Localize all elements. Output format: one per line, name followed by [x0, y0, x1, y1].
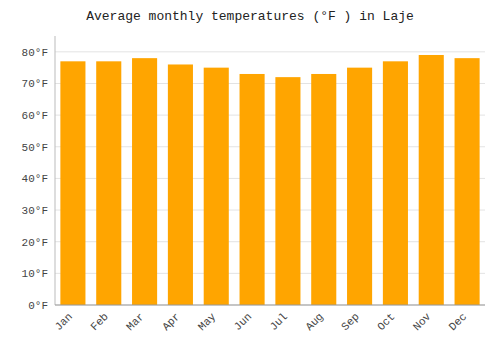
y-tick-label: 50°F — [22, 142, 48, 154]
bar — [347, 68, 372, 305]
y-tick-label: 10°F — [22, 268, 48, 280]
y-tick-label: 70°F — [22, 78, 48, 90]
grid-line — [55, 305, 485, 306]
bar — [132, 58, 157, 305]
bar — [419, 55, 444, 305]
x-tick-label: Feb — [88, 311, 110, 333]
x-tick-label: Jan — [53, 311, 75, 333]
y-tick-label: 60°F — [22, 110, 48, 122]
chart: Average monthly temperatures (°F ) in La… — [0, 0, 500, 350]
grid-line — [55, 51, 485, 52]
bar — [60, 61, 85, 305]
bar — [96, 61, 121, 305]
x-tick-label: Oct — [375, 311, 397, 333]
bars — [60, 55, 479, 305]
x-tick-label: Jun — [232, 311, 254, 333]
bar — [383, 61, 408, 305]
bar — [455, 58, 480, 305]
y-axis-line — [55, 36, 56, 305]
bar — [240, 74, 265, 305]
x-axis: Jan Feb Mar Apr May Jun Jul Aug Sep Oct Nov Dec — [53, 310, 470, 333]
y-tick-label: 0°F — [28, 300, 48, 312]
y-tick-label: 80°F — [22, 47, 48, 59]
x-tick-label: Mar — [124, 311, 146, 333]
x-tick-label: Dec — [447, 311, 469, 333]
x-tick-label: Aug — [303, 311, 325, 333]
y-axis: 0°F 10°F 20°F 30°F 40°F 50°F 60°F 70°F 80°F — [22, 47, 485, 312]
x-tick-label: Nov — [411, 310, 434, 333]
x-tick-label: Apr — [160, 311, 182, 333]
title: Average monthly temperatures (°F ) in La… — [86, 9, 414, 24]
bar — [204, 68, 229, 305]
x-tick-label: May — [196, 310, 219, 333]
bar — [275, 77, 300, 305]
y-tick-label: 30°F — [22, 205, 48, 217]
x-tick-label: Sep — [339, 311, 361, 333]
x-tick-label: Jul — [268, 311, 290, 333]
bar — [311, 74, 336, 305]
x-axis-line — [55, 305, 485, 306]
y-tick-label: 20°F — [22, 237, 48, 249]
y-tick-label: 40°F — [22, 173, 48, 185]
bar — [168, 64, 193, 305]
